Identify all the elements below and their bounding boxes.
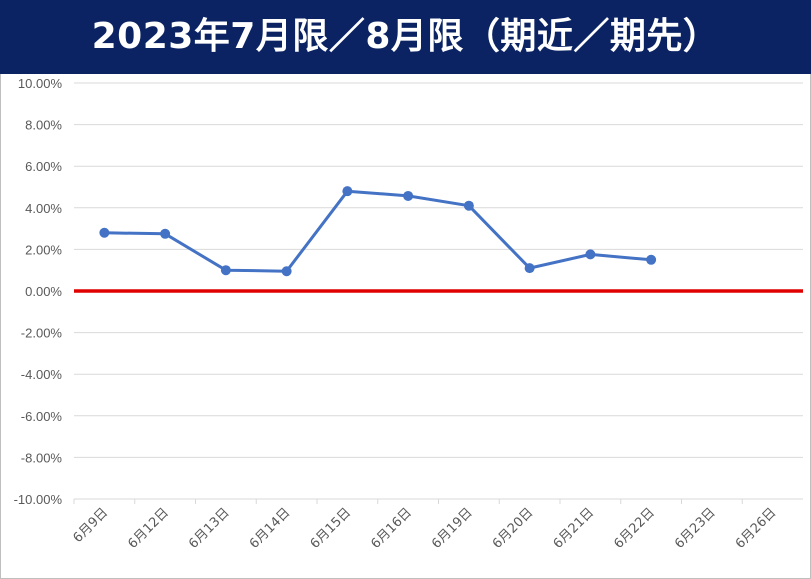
data-point — [463, 200, 474, 211]
y-tick-label: 4.00% — [25, 201, 62, 216]
data-point — [585, 249, 596, 260]
y-tick-label: 2.00% — [25, 242, 62, 257]
x-tick-label: 6月22日 — [611, 505, 658, 552]
series-line — [104, 189, 652, 273]
title-bar: 2023年7月限／8月限（期近／期先） — [0, 0, 811, 74]
x-tick-label: 6月21日 — [551, 505, 598, 552]
x-tick-label: 6月9日 — [71, 505, 112, 546]
data-point — [160, 228, 171, 239]
x-tick-label: 6月13日 — [186, 505, 233, 552]
x-tick-label: 6月26日 — [733, 505, 780, 552]
y-tick-label: -4.00% — [21, 367, 63, 382]
y-tick-label: -8.00% — [21, 450, 63, 465]
x-tick-label: 6月19日 — [429, 505, 476, 552]
y-tick-label: 8.00% — [25, 118, 62, 133]
x-tick-label: 6月12日 — [125, 505, 172, 552]
y-tick-label: -2.00% — [21, 326, 63, 341]
y-tick-label: -10.00% — [14, 492, 63, 507]
data-point — [524, 263, 535, 274]
y-tick-label: 0.00% — [25, 284, 62, 299]
data-point — [646, 254, 657, 265]
x-tick-label: 6月14日 — [247, 505, 294, 552]
data-point — [342, 186, 353, 197]
data-point — [99, 227, 110, 238]
x-tick-label: 6月20日 — [490, 505, 537, 552]
chart-title: 2023年7月限／8月限（期近／期先） — [91, 16, 720, 57]
data-point — [220, 265, 231, 276]
x-tick-label: 6月23日 — [672, 505, 719, 552]
data-point — [403, 190, 414, 201]
y-tick-label: 6.00% — [25, 159, 62, 174]
x-tick-label: 6月16日 — [368, 505, 415, 552]
x-tick-label: 6月15日 — [308, 505, 355, 552]
y-tick-label: 10.00% — [18, 76, 63, 91]
data-point — [281, 266, 292, 277]
y-tick-label: -6.00% — [21, 409, 63, 424]
